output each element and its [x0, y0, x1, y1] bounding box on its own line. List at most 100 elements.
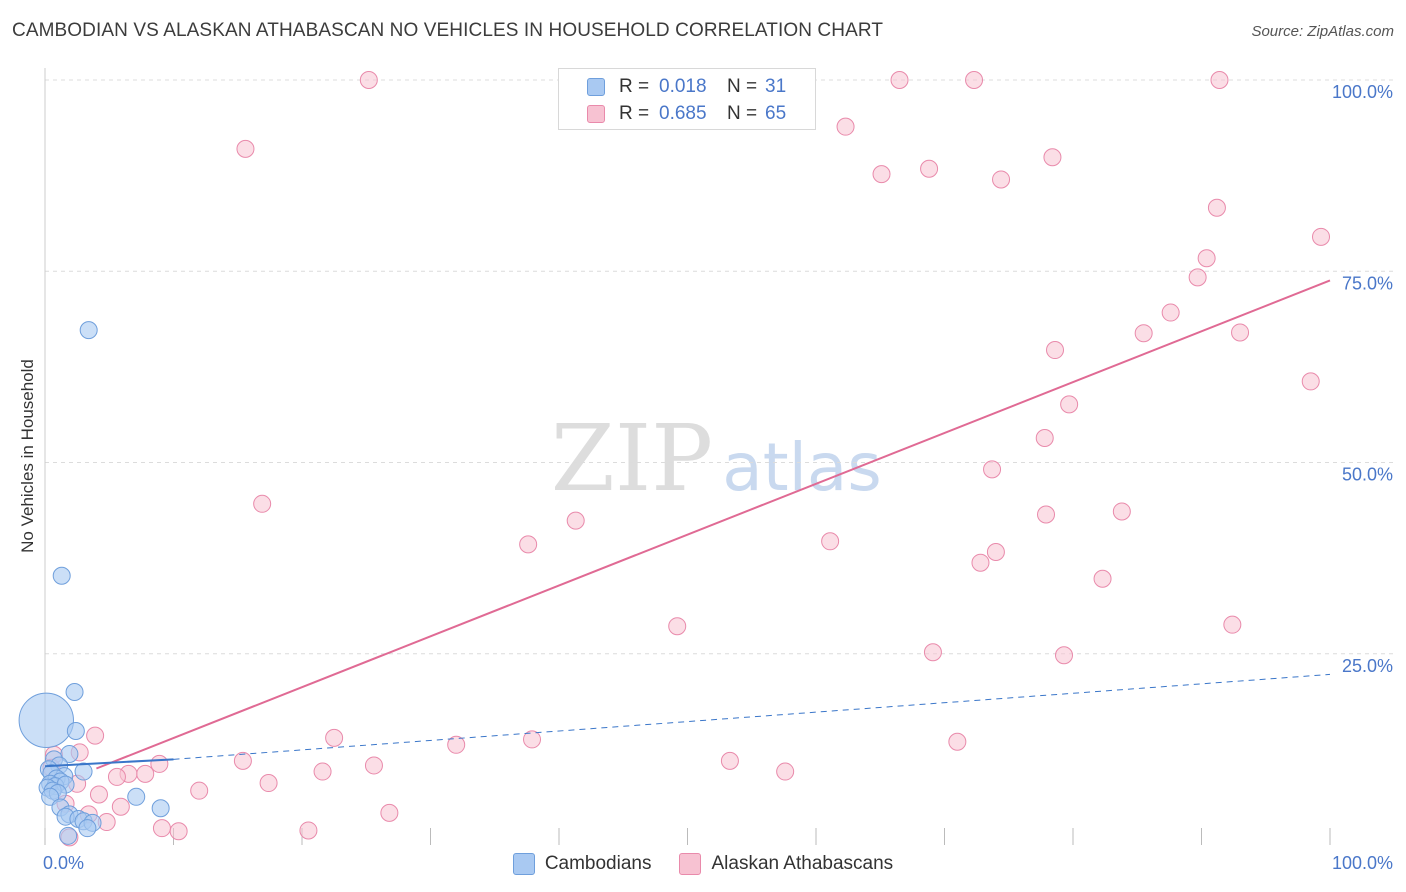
- athabascan-point: [111, 797, 130, 816]
- y-tick-label: 75.0%: [1342, 273, 1393, 293]
- athabascan-swatch: [587, 105, 605, 123]
- athabascan-point: [107, 767, 126, 786]
- athabascan-point: [668, 617, 687, 636]
- legend-row-athabascans: R = 0.685 N = 65: [587, 102, 786, 126]
- cambodian-point: [79, 321, 98, 340]
- r-label: R =: [619, 103, 650, 124]
- athabascan-point: [1060, 395, 1079, 414]
- athabascan-point: [1112, 502, 1131, 521]
- n-label: N =: [727, 103, 758, 124]
- y-tick-label: 50.0%: [1342, 465, 1393, 485]
- chart-title: CAMBODIAN VS ALASKAN ATHABASCAN NO VEHIC…: [12, 20, 884, 41]
- athabascan-point: [523, 730, 542, 749]
- legend-label: Cambodians: [544, 853, 652, 874]
- legend-label: Alaskan Athabascans: [711, 853, 894, 874]
- athabascan-point: [236, 139, 255, 158]
- athabascan-point: [313, 762, 332, 781]
- athabascan-point: [89, 785, 108, 804]
- athabascan-point: [1301, 372, 1320, 391]
- athabascan-point: [923, 643, 942, 662]
- athabascan-point: [1161, 303, 1180, 322]
- athabascan-point: [983, 460, 1002, 479]
- athabascan-point: [1223, 615, 1242, 634]
- watermark-zip: ZIP: [551, 405, 713, 512]
- source-credit: Source: ZipAtlas.com: [1251, 23, 1394, 40]
- athabascan-point: [872, 165, 891, 184]
- cambodian-trend-solid: [44, 758, 174, 768]
- athabascan-point: [992, 170, 1011, 189]
- x-tick-label-min: 0.0%: [43, 853, 84, 873]
- athabascan-point: [519, 535, 538, 554]
- cambodian-points: [18, 321, 170, 845]
- r-value: 0.685: [659, 103, 707, 124]
- athabascan-point: [447, 735, 466, 754]
- cambodian-swatch: [512, 853, 535, 875]
- cambodian-point: [78, 819, 97, 838]
- cambodian-point: [74, 762, 93, 781]
- y-tick-label: 25.0%: [1342, 656, 1393, 676]
- x-tick-label-max: 100.0%: [1332, 853, 1393, 873]
- athabascan-point: [233, 751, 252, 770]
- cambodian-swatch: [587, 78, 605, 96]
- athabascan-point: [566, 511, 585, 530]
- n-value: 65: [765, 103, 787, 124]
- athabascan-point: [259, 774, 278, 793]
- athabascan-point: [836, 117, 855, 136]
- athabascan-trend-line: [96, 279, 1331, 770]
- athabascan-point: [299, 821, 318, 840]
- cambodian-point: [52, 566, 71, 585]
- cambodian-point: [59, 826, 78, 845]
- y-tick-label: 100.0%: [1332, 82, 1393, 102]
- athabascan-point: [169, 822, 188, 841]
- cambodian-trend-dashed: [173, 673, 1331, 760]
- athabascan-point: [1046, 341, 1065, 360]
- athabascan-point: [1043, 148, 1062, 167]
- athabascan-point: [1035, 429, 1054, 448]
- athabascan-point: [986, 543, 1005, 562]
- athabascan-point: [1231, 323, 1250, 342]
- athabascan-point: [1037, 505, 1056, 524]
- athabascan-point: [920, 159, 939, 178]
- athabascan-point: [948, 732, 967, 751]
- legend-row-cambodians: R = 0.018 N = 31: [587, 75, 786, 99]
- athabascan-point: [890, 71, 909, 89]
- legend-item-cambodians[interactable]: Cambodians: [512, 853, 652, 875]
- athabascan-swatch: [679, 853, 702, 875]
- athabascan-point: [190, 781, 209, 800]
- athabascan-point: [720, 751, 739, 770]
- athabascan-point: [1055, 646, 1074, 665]
- athabascan-point: [1093, 569, 1112, 588]
- grid: [45, 79, 1394, 655]
- athabascan-point: [776, 762, 795, 781]
- athabascan-point: [86, 726, 105, 745]
- legend-item-athabascans[interactable]: Alaskan Athabascans: [679, 853, 893, 875]
- athabascan-point: [1134, 324, 1153, 343]
- athabascan-point: [325, 728, 344, 747]
- r-label: R =: [619, 76, 650, 97]
- athabascan-point: [1188, 268, 1207, 287]
- athabascan-point: [150, 754, 169, 773]
- stats-legend: R = 0.018 N = 31 R = 0.685 N = 65: [558, 68, 816, 130]
- cambodian-point: [127, 787, 146, 806]
- n-label: N =: [727, 76, 758, 97]
- athabascan-point: [971, 553, 990, 572]
- cambodian-point: [151, 799, 170, 818]
- athabascan-point: [965, 71, 984, 89]
- athabascan-point: [1197, 249, 1216, 268]
- athabascan-point: [380, 803, 399, 822]
- trend-lines: [44, 279, 1331, 770]
- cambodian-point: [18, 692, 74, 749]
- cambodian-point: [65, 683, 84, 701]
- athabascan-point: [136, 764, 155, 783]
- athabascan-point: [359, 71, 378, 89]
- athabascan-point: [1210, 71, 1229, 89]
- athabascan-point: [1207, 198, 1226, 217]
- watermark: ZIP atlas: [551, 405, 882, 512]
- series-legend: Cambodians Alaskan Athabascans: [0, 851, 1406, 877]
- athabascan-point: [364, 756, 383, 775]
- athabascan-point: [152, 819, 171, 838]
- n-value: 31: [765, 76, 787, 97]
- tick-labels: 25.0% 50.0% 75.0% 100.0% 0.0% 100.0%: [43, 82, 1393, 873]
- r-value: 0.018: [659, 76, 707, 97]
